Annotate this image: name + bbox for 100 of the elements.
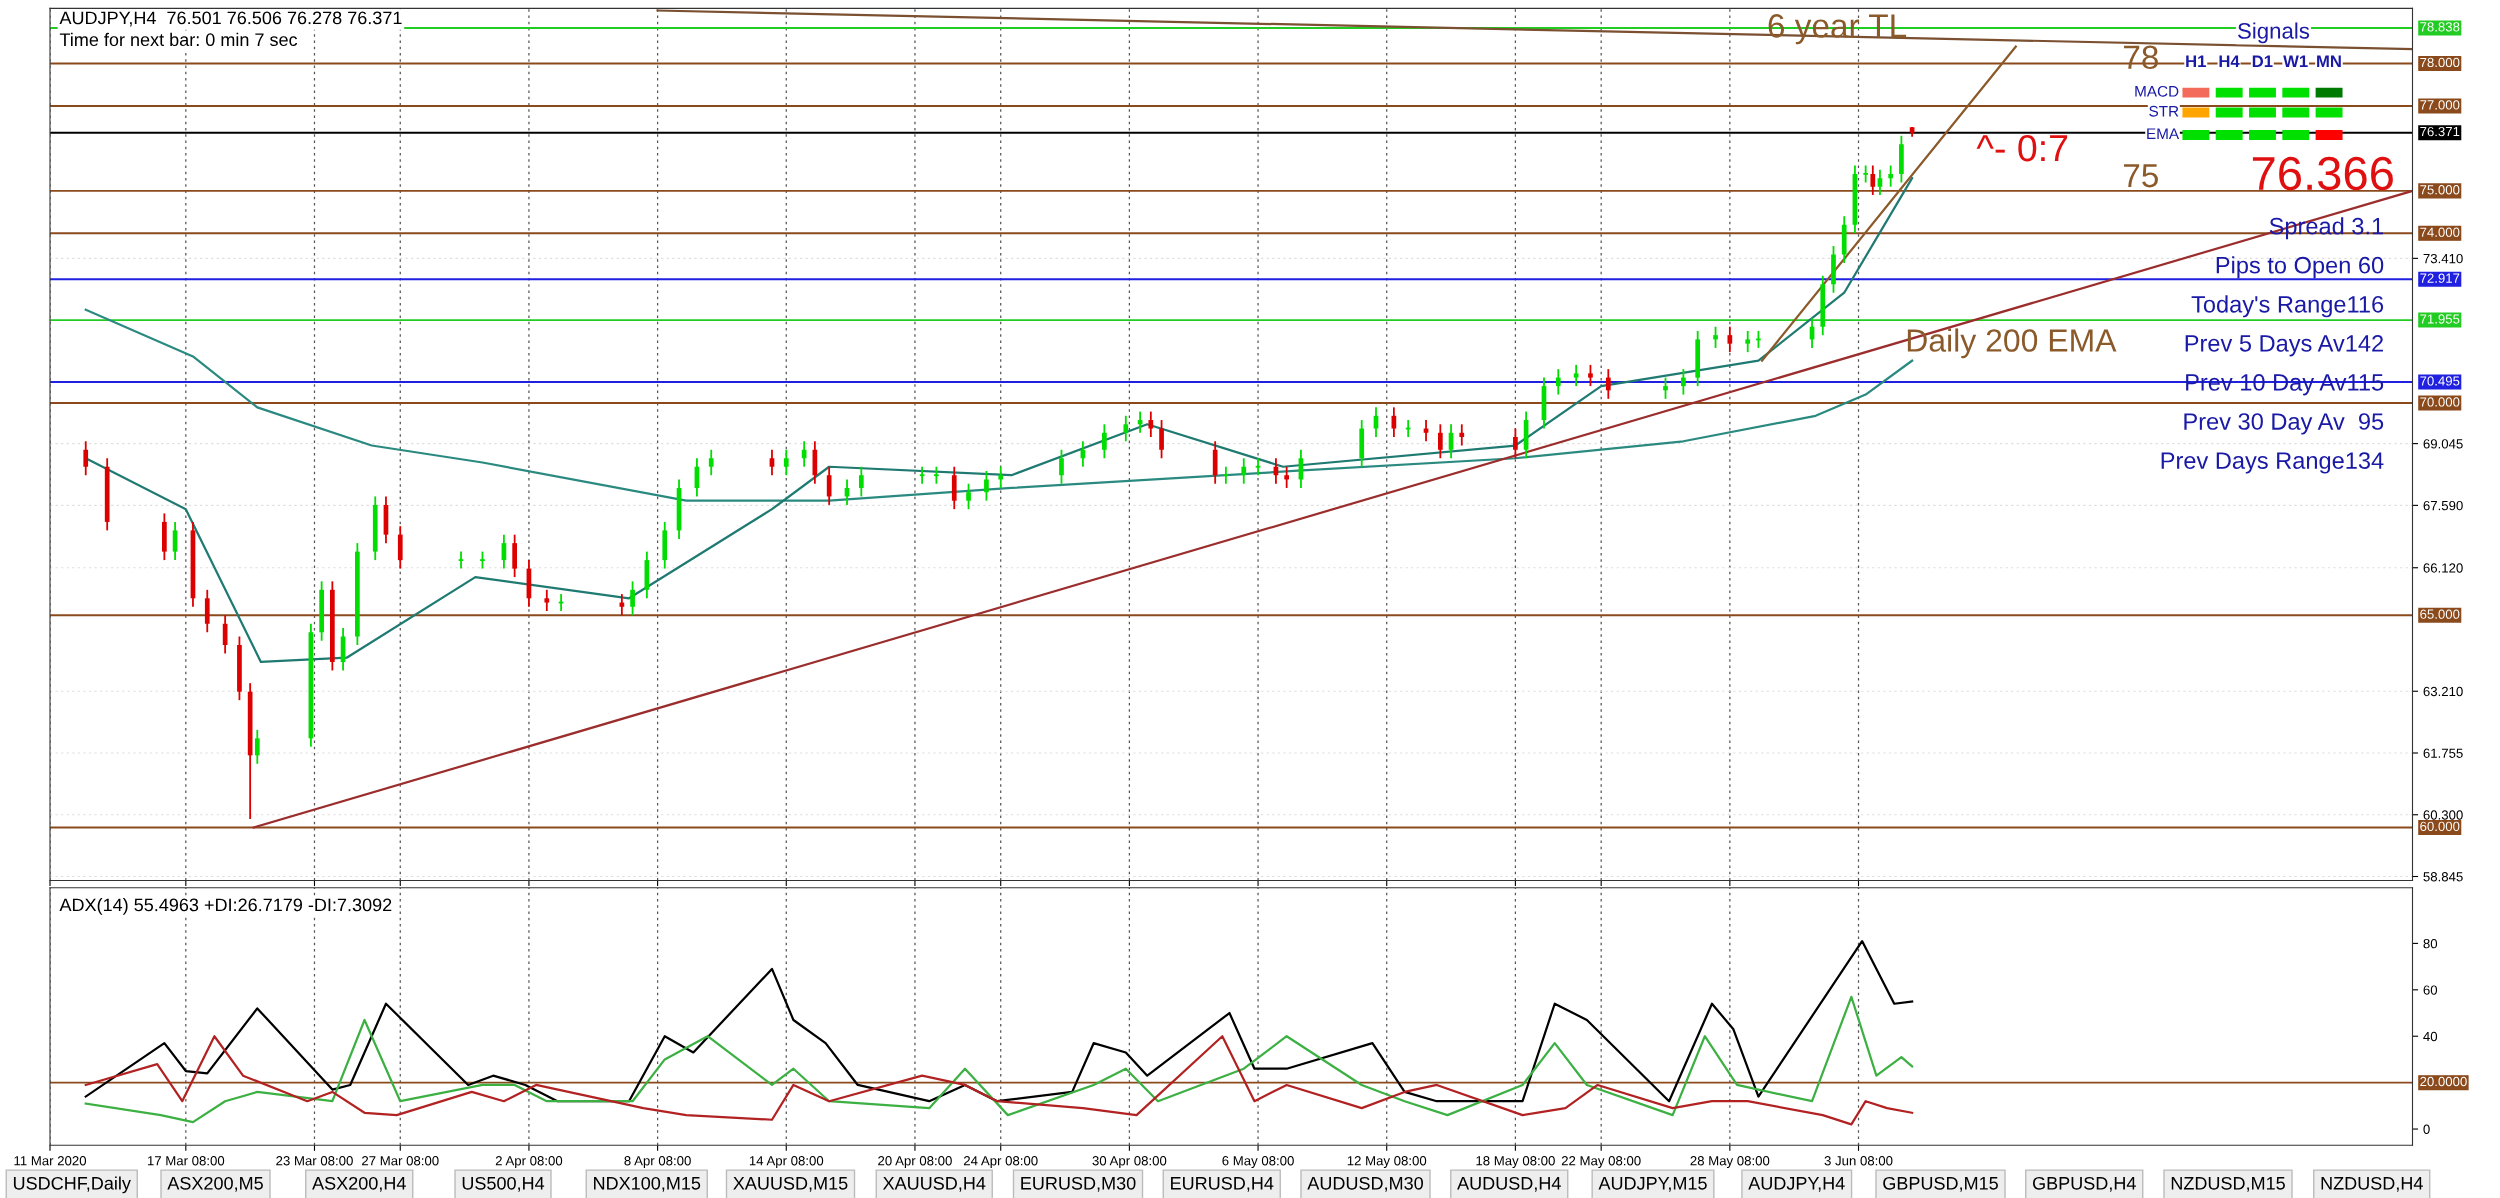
x-tick-label: 30 Apr 08:00 [1092, 1156, 1167, 1168]
candlestick [801, 440, 807, 468]
x-tick-label: 8 Apr 08:00 [624, 1156, 691, 1168]
candlestick [966, 482, 971, 511]
y-tick-label: 66.120 [2423, 563, 2463, 573]
text: US500,H4 [462, 1176, 545, 1192]
ref-line-label: 76.371 [2420, 126, 2460, 137]
candlestick [1059, 448, 1064, 485]
candlestick [998, 465, 1004, 489]
text: Time for next bar: 0 min 7 sec [59, 32, 298, 47]
annotation: Prev Days Range134 [2161, 452, 2384, 474]
candlestick [1877, 168, 1883, 197]
candlestick [1663, 376, 1668, 400]
x-tick-label: 28 May 08:00 [1690, 1156, 1770, 1168]
text: AUDUSD,H4 [1457, 1176, 1561, 1192]
annotation: MACD [2135, 85, 2179, 97]
annotation: EMA [2147, 128, 2180, 139]
y-tick-label: 80 [2423, 938, 2438, 949]
candlestick [708, 448, 714, 477]
text: NZDUSD,H4 [2321, 1176, 2423, 1192]
x-tick-label: 12 May 08:00 [1347, 1156, 1427, 1168]
text: EURUSD,M30 [1021, 1176, 1136, 1192]
candlestick [1459, 423, 1465, 447]
candlestick [83, 440, 89, 477]
line-series [84, 1035, 1914, 1126]
candlestick [1745, 330, 1751, 354]
x-tick-label: 18 May 08:00 [1476, 1156, 1555, 1168]
ref-line-label: 75.000 [2420, 185, 2460, 195]
candlestick [1437, 423, 1443, 460]
candlestick [984, 470, 989, 502]
candlestick [1862, 164, 1869, 184]
candlestick [1713, 325, 1718, 349]
annotation: ^- 0:7 [1976, 134, 2068, 162]
annotation: Daily 200 EMA [1907, 328, 2117, 359]
x-tick-label: 2 Apr 08:00 [495, 1156, 563, 1168]
ref-line-label: 60.000 [2420, 821, 2460, 832]
candlestick [933, 465, 940, 485]
candlestick [1870, 164, 1876, 197]
ref-line-label: 20.0000 [2420, 1076, 2467, 1087]
y-tick-label: 60 [2423, 985, 2438, 995]
candlestick [1588, 363, 1593, 388]
candlestick [769, 448, 775, 477]
candlestick [1123, 414, 1129, 443]
x-tick-label: 17 Mar 08:00 [147, 1156, 225, 1166]
x-tick-label: 11 Mar 2020 [14, 1156, 87, 1166]
candlestick [1727, 325, 1733, 354]
y-tick-label: 40 [2423, 1031, 2438, 1042]
y-tick-label: 58.845 [2423, 872, 2463, 882]
ref-line-label: 77.000 [2420, 100, 2460, 110]
text: XAUUSD,H4 [882, 1176, 986, 1192]
annotation: MN [2317, 55, 2341, 68]
candlestick [1605, 368, 1611, 400]
annotation: Prev 5 Days Av142 [2185, 335, 2383, 357]
x-tick-label: 22 May 08:00 [1561, 1156, 1641, 1168]
annotation: H1 [2186, 55, 2206, 68]
ref-line-label: 71.955 [2420, 314, 2460, 324]
candlestick [254, 728, 260, 765]
ref-line-label: 78.838 [2420, 22, 2460, 32]
text: ASX200,M5 [167, 1176, 263, 1192]
text: AUDJPY,H4 [1748, 1177, 1845, 1192]
candlestick [1573, 363, 1579, 388]
text: NZDUSD,M15 [2171, 1176, 2285, 1192]
y-tick-label: 73.410 [2423, 253, 2463, 264]
ref-line-label: 72.917 [2420, 273, 2460, 283]
ref-line-label: 65.000 [2420, 609, 2460, 619]
line-series [84, 995, 1914, 1124]
text: AUDUSD,M30 [1307, 1176, 1423, 1192]
x-tick-label: 27 Mar 08:00 [362, 1156, 439, 1166]
chart-title: AUDJPY,H4 76.501 76.506 76.278 76.371 [59, 11, 402, 27]
text: AUDJPY,M15 [1598, 1177, 1707, 1192]
y-tick-label: 0 [2423, 1124, 2430, 1134]
x-tick-label: 23 Mar 08:00 [276, 1156, 353, 1166]
x-tick-label: 3 Jun 08:00 [1824, 1156, 1893, 1166]
annotation: 75 [2123, 164, 2158, 188]
ref-line-label: 74.000 [2420, 227, 2460, 237]
x-tick-label: 24 Apr 08:00 [963, 1156, 1038, 1168]
annotation: 76.366 [2252, 156, 2393, 191]
y-tick-label: 63.210 [2423, 686, 2463, 697]
text: EURUSD,H4 [1171, 1176, 1274, 1192]
x-tick-label: 20 Apr 08:00 [878, 1156, 952, 1168]
y-tick-label: 61.755 [2423, 748, 2463, 758]
annotation: STR [2149, 105, 2179, 117]
candlestick [1241, 457, 1247, 485]
text: ADX(14) 55.4963 +DI:26.7179 -DI:7.3092 [59, 898, 392, 915]
candlestick [544, 588, 550, 612]
line-series [84, 939, 1914, 1103]
y-tick-label: 69.045 [2423, 439, 2463, 449]
candlestick [1102, 423, 1107, 460]
candlestick [1888, 164, 1894, 188]
text: NDX100,M15 [594, 1176, 701, 1192]
text: XAUUSD,M15 [733, 1176, 848, 1192]
candlestick [1148, 410, 1154, 438]
annotation: D1 [2252, 55, 2273, 68]
x-tick-label: 14 Apr 08:00 [749, 1156, 824, 1168]
candlestick [1513, 427, 1518, 460]
text: GBPUSD,M15 [1883, 1176, 1998, 1192]
candlestick [1555, 368, 1561, 396]
candlestick [783, 448, 789, 477]
candlestick [858, 465, 864, 498]
text: USDCHF,Daily [13, 1176, 131, 1194]
